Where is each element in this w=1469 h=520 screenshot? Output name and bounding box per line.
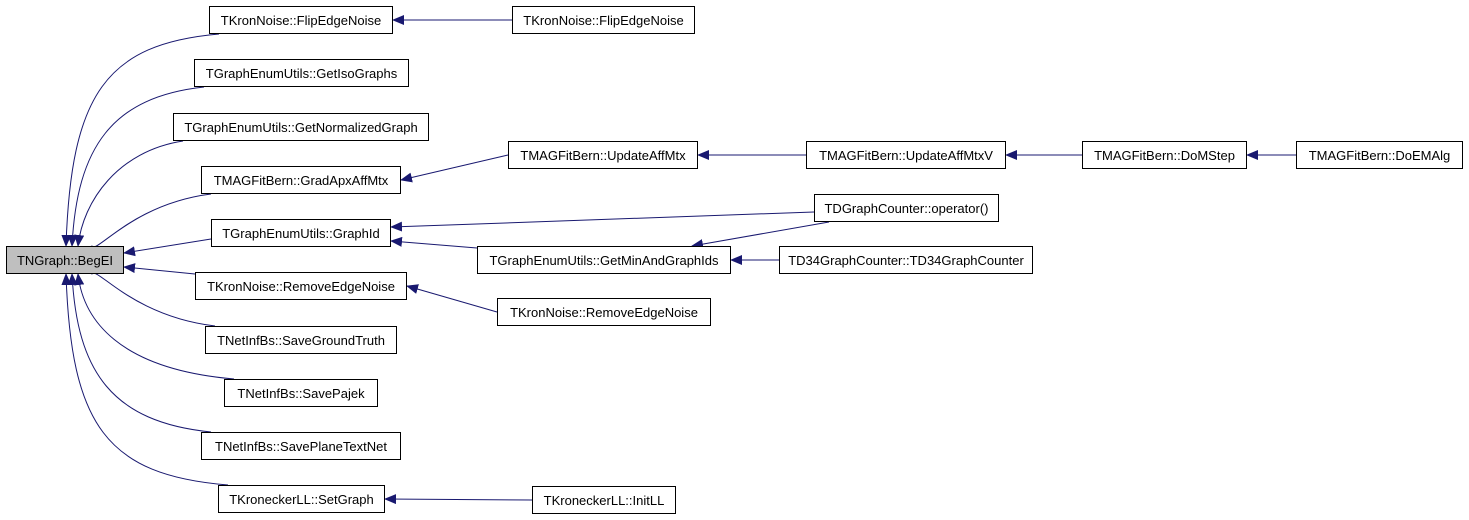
node-sgt[interactable]: TNetInfBs::SaveGroundTruth [205,326,397,354]
edge-init-to-setg [384,494,533,505]
edge-spj-to-root [74,273,235,380]
edge-uam-to-grad [400,154,509,183]
edge-setg-to-root [61,273,229,486]
node-iso[interactable]: TGraphEnumUtils::GetIsoGraphs [194,59,409,87]
node-td34[interactable]: TD34GraphCounter::TD34GraphCounter [779,246,1033,274]
edge-rem2-to-rem1 [406,284,498,313]
edge-flip1-to-root [61,33,220,247]
edge-grad-to-root [91,193,212,258]
node-gid[interactable]: TGraphEnumUtils::GraphId [211,219,391,247]
node-flip1[interactable]: TKronNoise::FlipEdgeNoise [209,6,393,34]
node-root[interactable]: TNGraph::BegEI [6,246,124,274]
edge-iso-to-root [67,86,205,247]
edge-op-to-gmg [691,221,830,250]
node-spj[interactable]: TNetInfBs::SavePajek [224,379,378,407]
edge-gmg-to-gid [390,236,478,249]
edge-rem1-to-root [123,263,196,275]
node-uam[interactable]: TMAGFitBern::UpdateAffMtx [508,141,698,169]
edge-sptn-to-root [67,273,212,433]
node-uamv[interactable]: TMAGFitBern::UpdateAffMtxV [806,141,1006,169]
node-setg[interactable]: TKroneckerLL::SetGraph [218,485,385,513]
node-rem1[interactable]: TKronNoise::RemoveEdgeNoise [195,272,407,300]
node-sptn[interactable]: TNetInfBs::SavePlaneTextNet [201,432,401,460]
node-gmg[interactable]: TGraphEnumUtils::GetMinAndGraphIds [477,246,731,274]
node-dms[interactable]: TMAGFitBern::DoMStep [1082,141,1247,169]
node-grad[interactable]: TMAGFitBern::GradApxAffMtx [201,166,401,194]
node-flip2[interactable]: TKronNoise::FlipEdgeNoise [512,6,695,34]
edge-op-to-gid [390,211,815,232]
node-dem[interactable]: TMAGFitBern::DoEMAlg [1296,141,1463,169]
node-op[interactable]: TDGraphCounter::operator() [814,194,999,222]
node-norm[interactable]: TGraphEnumUtils::GetNormalizedGraph [173,113,429,141]
edge-norm-to-root [74,140,184,247]
edge-gid-to-root [123,238,212,257]
node-init[interactable]: TKroneckerLL::InitLL [532,486,676,514]
node-rem2[interactable]: TKronNoise::RemoveEdgeNoise [497,298,711,326]
